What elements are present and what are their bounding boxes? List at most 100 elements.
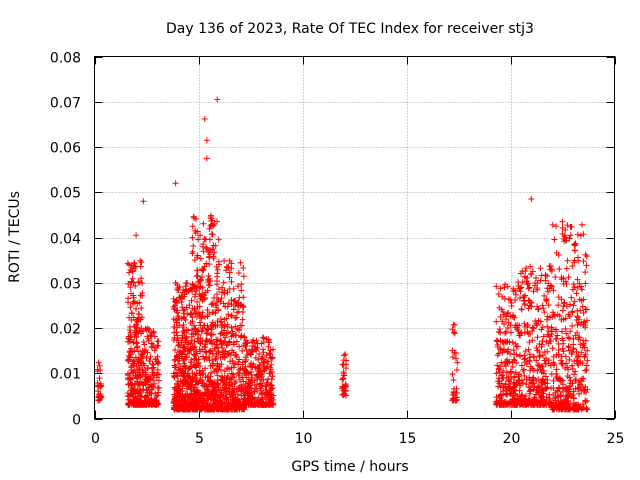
data-point: [560, 281, 567, 288]
data-point: [522, 392, 529, 399]
data-point: [507, 329, 514, 336]
data-point: [200, 392, 207, 399]
data-point: [527, 377, 534, 384]
data-point: [177, 405, 184, 412]
data-point: [496, 393, 503, 400]
data-point: [235, 372, 242, 379]
data-point: [129, 300, 136, 307]
x-tick-label: 20: [503, 431, 521, 447]
data-point: [565, 274, 572, 281]
data-point: [230, 285, 237, 292]
data-point: [241, 334, 248, 341]
data-point: [536, 401, 543, 408]
data-point: [96, 393, 103, 400]
data-point: [564, 392, 571, 399]
data-point: [537, 265, 544, 272]
data-point: [180, 287, 187, 294]
data-point: [223, 384, 230, 391]
data-point: [234, 309, 241, 316]
data-point: [526, 339, 533, 346]
data-point: [544, 323, 551, 330]
data-point: [125, 370, 132, 377]
data-point: [218, 318, 225, 325]
data-point: [571, 298, 578, 305]
data-point: [570, 286, 577, 293]
data-point: [567, 377, 574, 384]
data-point: [575, 257, 582, 264]
data-point: [523, 278, 530, 285]
data-point: [224, 303, 231, 310]
data-point: [213, 338, 220, 345]
data-point: [96, 375, 103, 382]
data-point: [539, 384, 546, 391]
data-point: [265, 375, 272, 382]
data-point: [226, 269, 233, 276]
data-point: [203, 260, 210, 267]
y-tick-label: 0.01: [50, 367, 81, 383]
data-point: [235, 370, 242, 377]
data-point: [141, 341, 148, 348]
data-point: [230, 341, 237, 348]
data-point: [527, 387, 534, 394]
data-point: [138, 275, 145, 282]
data-point: [221, 257, 228, 264]
data-point: [454, 394, 461, 401]
data-point: [230, 306, 237, 313]
data-point: [530, 367, 537, 374]
data-point: [532, 318, 539, 325]
data-point: [126, 269, 133, 276]
data-point: [566, 374, 573, 381]
data-point: [580, 258, 587, 265]
data-point: [97, 367, 104, 374]
data-point: [201, 398, 208, 405]
data-point: [573, 317, 580, 324]
data-point: [125, 333, 132, 340]
data-point: [229, 383, 236, 390]
y-tick-label: 0.03: [50, 277, 81, 293]
data-point: [250, 361, 257, 368]
data-point: [516, 387, 523, 394]
data-point: [202, 365, 209, 372]
data-point: [342, 351, 349, 358]
data-point: [233, 338, 240, 345]
data-point: [567, 328, 574, 335]
data-point: [578, 283, 585, 290]
data-point: [494, 337, 501, 344]
data-point: [576, 390, 583, 397]
data-point: [200, 353, 207, 360]
data-point: [179, 332, 186, 339]
data-point: [219, 384, 226, 391]
data-point: [558, 296, 565, 303]
data-point: [133, 232, 140, 239]
data-point: [154, 360, 161, 367]
data-point: [534, 334, 541, 341]
data-point: [218, 324, 225, 331]
data-point: [235, 385, 242, 392]
data-point: [237, 302, 244, 309]
data-point: [243, 356, 250, 363]
data-point: [214, 381, 221, 388]
data-point: [575, 362, 582, 369]
data-point: [231, 380, 238, 387]
data-point: [453, 385, 460, 392]
data-point: [213, 263, 220, 270]
data-point: [582, 280, 589, 287]
data-point: [200, 220, 207, 227]
data-point: [534, 367, 541, 374]
data-point: [496, 369, 503, 376]
data-point: [179, 369, 186, 376]
data-point: [185, 378, 192, 385]
data-point: [555, 302, 562, 309]
data-point: [574, 276, 581, 283]
data-point: [574, 313, 581, 320]
data-point: [198, 379, 205, 386]
data-point: [583, 306, 590, 313]
data-point: [550, 385, 557, 392]
data-point: [199, 291, 206, 298]
data-point: [558, 353, 565, 360]
data-point: [200, 241, 207, 248]
data-point: [580, 342, 587, 349]
data-point: [496, 326, 503, 333]
data-point: [237, 259, 244, 266]
data-point: [521, 356, 528, 363]
